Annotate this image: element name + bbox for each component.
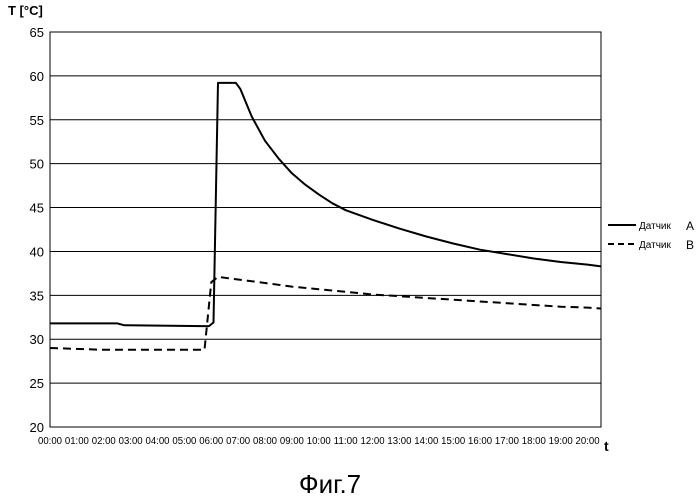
y-tick-label: 20	[30, 420, 44, 435]
x-tick-label: 06:00	[199, 436, 223, 447]
x-tick-label: 08:00	[253, 436, 277, 447]
x-tick-label: 04:00	[146, 436, 170, 447]
legend-label-b: Датчик	[639, 240, 671, 251]
series-line-a	[50, 81, 602, 328]
x-tick-label: 14:00	[414, 436, 438, 447]
x-tick-label: 01:00	[65, 436, 89, 447]
x-tick-label: 02:00	[92, 436, 116, 447]
x-tick-label: 07:00	[226, 436, 250, 447]
y-tick-labels: 20 25 30 35 40 45 50 55 60 65	[30, 25, 44, 435]
x-tick-label: 00:00	[38, 436, 62, 447]
plot-frame	[49, 31, 602, 428]
y-tick-label: 60	[30, 69, 44, 84]
x-tick-label: 09:00	[280, 436, 304, 447]
y-tick-label: 40	[30, 244, 44, 259]
x-tick-label: 10:00	[307, 436, 331, 447]
legend-label-a: Датчик	[639, 221, 671, 232]
x-tick-label: 05:00	[172, 436, 196, 447]
series-lines	[49, 81, 602, 351]
y-tick-label: 25	[30, 376, 44, 391]
y-tick-label: 35	[30, 288, 44, 303]
y-axis-label: T [°C]	[8, 3, 43, 18]
x-tick-label: 15:00	[441, 436, 465, 447]
figure-caption: Фиг.7	[299, 469, 361, 499]
y-tick-label: 45	[30, 201, 44, 216]
x-tick-label: 11:00	[334, 436, 358, 447]
legend-letter-b: B	[686, 238, 694, 252]
series-line-b	[49, 275, 602, 351]
x-tick-label: 16:00	[468, 436, 492, 447]
x-tick-label: 20:00	[576, 436, 600, 447]
x-tick-labels: 00:00 01:00 02:00 03:00 04:00 05:00 06:00 07:00…	[38, 436, 600, 447]
y-tick-label: 50	[30, 157, 44, 172]
legend-letter-a: A	[686, 219, 694, 233]
x-tick-label: 19:00	[549, 436, 573, 447]
x-tick-label: 18:00	[522, 436, 546, 447]
x-tick-label: 17:00	[495, 436, 519, 447]
x-tick-label: 13:00	[387, 436, 411, 447]
y-tick-label: 55	[30, 113, 44, 128]
y-tick-label: 30	[30, 332, 44, 347]
x-tick-label: 03:00	[119, 436, 143, 447]
y-gridlines	[50, 31, 601, 428]
x-axis-label: t	[604, 438, 609, 454]
x-tick-label: 12:00	[361, 436, 385, 447]
y-tick-label: 65	[30, 25, 44, 40]
legend: Датчик A Датчик B	[608, 219, 694, 252]
